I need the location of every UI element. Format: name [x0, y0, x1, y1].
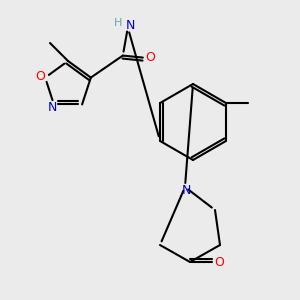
Text: O: O: [214, 256, 224, 268]
Text: O: O: [145, 51, 155, 64]
Text: H: H: [114, 18, 122, 28]
Text: N: N: [48, 101, 58, 114]
Text: N: N: [126, 19, 136, 32]
Text: O: O: [35, 70, 45, 83]
Text: N: N: [181, 184, 191, 196]
